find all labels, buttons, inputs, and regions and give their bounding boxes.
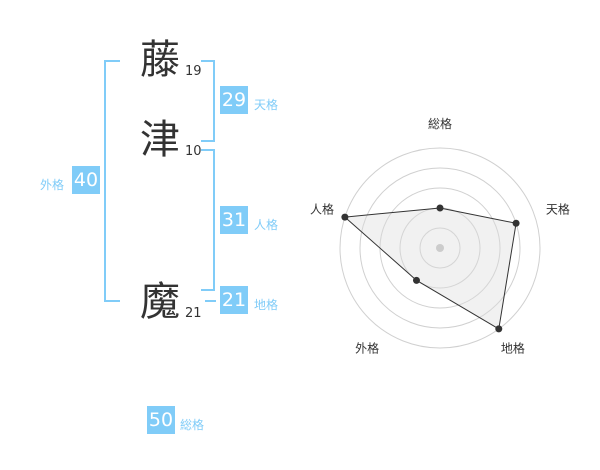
gaikaku-bracket [104, 60, 120, 302]
radar-center [436, 244, 444, 252]
name-char-1: 藤 [140, 37, 180, 83]
chikaku-connector [205, 300, 216, 302]
radar-point [512, 219, 520, 227]
soukaku-value: 50 [147, 406, 175, 434]
radar-axis-label: 人格 [310, 202, 334, 217]
radar-axis-label: 総格 [428, 116, 452, 131]
radar-point [412, 276, 420, 284]
chikaku-label: 地格 [254, 298, 279, 312]
name-char-3: 魔 [140, 279, 180, 325]
chikaku-value: 21 [220, 286, 248, 314]
radar-point [495, 325, 503, 333]
gaikaku-value: 40 [72, 166, 100, 194]
radar-point [341, 213, 349, 221]
jinkaku-label: 人格 [254, 218, 279, 232]
stroke-count-2: 10 [185, 144, 202, 159]
radar-area [343, 207, 517, 330]
radar-ring [419, 227, 461, 269]
radar-axis-label: 地格 [501, 340, 525, 355]
stroke-count-1: 19 [185, 64, 202, 79]
radar-point [436, 204, 444, 212]
tenkaku-label: 天格 [254, 98, 279, 112]
stroke-count-3: 21 [185, 306, 202, 321]
jinkaku-value: 31 [220, 206, 248, 234]
tenkaku-bracket [201, 60, 215, 142]
radar-ring [359, 167, 521, 329]
radar-ring [339, 147, 541, 349]
radar-axis-label: 外格 [355, 340, 379, 355]
jinkaku-bracket [201, 149, 215, 291]
gaikaku-label: 外格 [40, 178, 65, 192]
radar-axis-label: 天格 [546, 202, 570, 217]
soukaku-label: 総格 [180, 418, 205, 432]
name-char-2: 津 [140, 117, 180, 163]
tenkaku-value: 29 [220, 86, 248, 114]
